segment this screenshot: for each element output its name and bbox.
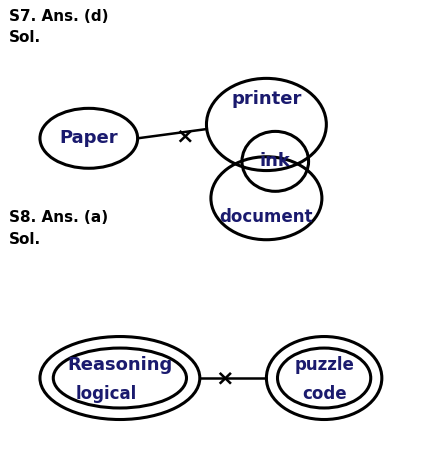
Text: ×: × <box>215 368 234 388</box>
Text: puzzle: puzzle <box>294 356 354 374</box>
Text: ink: ink <box>260 152 291 171</box>
Text: S7. Ans. (d): S7. Ans. (d) <box>9 9 108 24</box>
Text: code: code <box>302 385 346 403</box>
Text: ×: × <box>175 126 194 146</box>
Text: logical: logical <box>76 385 137 403</box>
Text: Sol.: Sol. <box>9 30 41 45</box>
Text: S8. Ans. (a): S8. Ans. (a) <box>9 210 108 225</box>
Text: Sol.: Sol. <box>9 232 41 247</box>
Text: Reasoning: Reasoning <box>67 356 173 374</box>
Text: document: document <box>220 207 313 226</box>
Text: Paper: Paper <box>59 129 118 148</box>
Text: printer: printer <box>231 90 301 108</box>
